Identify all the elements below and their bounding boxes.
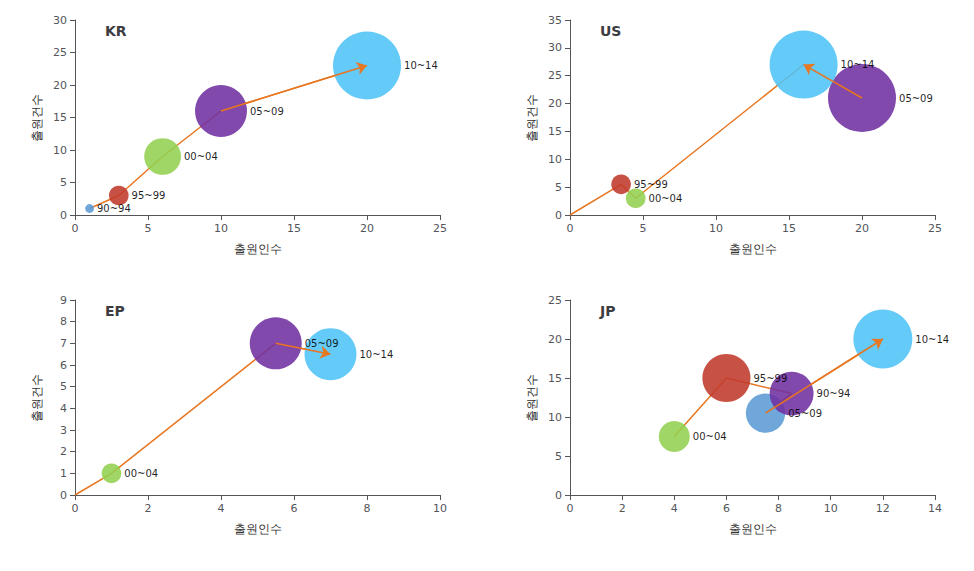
- svg-text:5: 5: [60, 176, 67, 189]
- svg-text:10: 10: [433, 502, 447, 515]
- svg-text:5: 5: [555, 181, 562, 194]
- svg-text:10~14: 10~14: [841, 59, 875, 70]
- svg-text:JP: JP: [599, 303, 615, 319]
- svg-text:15: 15: [548, 125, 562, 138]
- svg-text:05~09: 05~09: [899, 93, 933, 104]
- svg-text:05~09: 05~09: [305, 338, 339, 349]
- svg-text:35: 35: [548, 14, 562, 27]
- svg-text:8: 8: [60, 315, 67, 328]
- svg-text:9: 9: [60, 294, 67, 307]
- svg-text:25: 25: [928, 222, 942, 235]
- svg-text:10: 10: [548, 153, 562, 166]
- svg-text:10~14: 10~14: [404, 60, 438, 71]
- svg-text:14: 14: [928, 502, 942, 515]
- svg-text:10: 10: [53, 144, 67, 157]
- svg-text:00~04: 00~04: [693, 431, 727, 442]
- svg-text:00~04: 00~04: [649, 193, 683, 204]
- svg-text:8: 8: [775, 502, 782, 515]
- svg-text:95~99: 95~99: [634, 179, 668, 190]
- svg-text:출원건수: 출원건수: [525, 374, 539, 422]
- svg-text:25: 25: [433, 222, 447, 235]
- svg-text:5: 5: [145, 222, 152, 235]
- svg-text:0: 0: [555, 489, 562, 502]
- svg-text:0: 0: [567, 222, 574, 235]
- svg-text:20: 20: [548, 333, 562, 346]
- svg-text:4: 4: [60, 402, 67, 415]
- svg-text:20: 20: [855, 222, 869, 235]
- svg-text:10: 10: [548, 411, 562, 424]
- svg-text:25: 25: [548, 294, 562, 307]
- svg-text:4: 4: [218, 502, 225, 515]
- svg-text:20: 20: [53, 79, 67, 92]
- svg-text:출원인수: 출원인수: [234, 242, 282, 256]
- svg-text:출원건수: 출원건수: [30, 94, 44, 142]
- svg-text:0: 0: [60, 209, 67, 222]
- svg-text:10: 10: [824, 502, 838, 515]
- svg-text:15: 15: [782, 222, 796, 235]
- svg-text:5: 5: [60, 380, 67, 393]
- svg-text:2: 2: [619, 502, 626, 515]
- svg-text:30: 30: [548, 41, 562, 54]
- svg-text:5: 5: [555, 450, 562, 463]
- svg-text:5: 5: [640, 222, 647, 235]
- svg-text:95~99: 95~99: [753, 373, 787, 384]
- svg-text:00~04: 00~04: [184, 151, 218, 162]
- svg-text:출원건수: 출원건수: [30, 374, 44, 422]
- svg-text:90~94: 90~94: [817, 388, 851, 399]
- svg-text:10~14: 10~14: [915, 334, 949, 345]
- svg-text:7: 7: [60, 337, 67, 350]
- svg-text:6: 6: [723, 502, 730, 515]
- svg-text:0: 0: [60, 489, 67, 502]
- svg-text:30: 30: [53, 14, 67, 27]
- svg-text:2: 2: [145, 502, 152, 515]
- svg-text:6: 6: [291, 502, 298, 515]
- svg-text:3: 3: [60, 424, 67, 437]
- svg-text:KR: KR: [105, 23, 127, 39]
- svg-text:10: 10: [214, 222, 228, 235]
- svg-text:8: 8: [364, 502, 371, 515]
- svg-text:출원인수: 출원인수: [729, 242, 777, 256]
- svg-text:10: 10: [709, 222, 723, 235]
- svg-text:20: 20: [548, 97, 562, 110]
- svg-text:15: 15: [53, 111, 67, 124]
- svg-text:00~04: 00~04: [124, 468, 158, 479]
- svg-text:6: 6: [60, 359, 67, 372]
- svg-text:95~99: 95~99: [132, 190, 166, 201]
- svg-text:US: US: [600, 23, 621, 39]
- svg-text:12: 12: [876, 502, 890, 515]
- svg-text:20: 20: [360, 222, 374, 235]
- svg-text:0: 0: [567, 502, 574, 515]
- svg-text:출원인수: 출원인수: [234, 522, 282, 536]
- svg-text:0: 0: [72, 222, 79, 235]
- svg-text:25: 25: [548, 69, 562, 82]
- svg-text:4: 4: [671, 502, 678, 515]
- svg-text:EP: EP: [105, 303, 125, 319]
- svg-text:2: 2: [60, 445, 67, 458]
- svg-text:0: 0: [555, 209, 562, 222]
- svg-text:25: 25: [53, 46, 67, 59]
- svg-text:05~09: 05~09: [788, 408, 822, 419]
- svg-text:15: 15: [287, 222, 301, 235]
- svg-text:1: 1: [60, 467, 67, 480]
- svg-text:15: 15: [548, 372, 562, 385]
- svg-text:출원건수: 출원건수: [525, 94, 539, 142]
- svg-text:10~14: 10~14: [359, 349, 393, 360]
- svg-text:05~09: 05~09: [250, 106, 284, 117]
- svg-text:90~94: 90~94: [97, 203, 131, 214]
- svg-text:0: 0: [72, 502, 79, 515]
- svg-text:출원인수: 출원인수: [729, 522, 777, 536]
